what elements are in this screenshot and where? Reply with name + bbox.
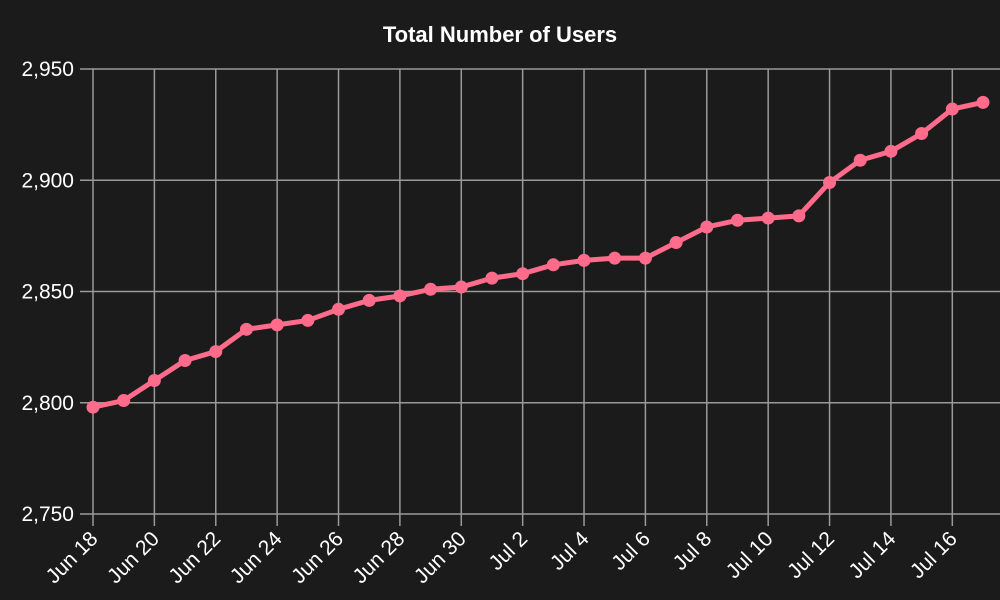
series-line <box>90 99 986 410</box>
data-point[interactable] <box>853 153 867 167</box>
data-point[interactable] <box>86 400 100 414</box>
data-point[interactable] <box>117 394 131 408</box>
chart-title: Total Number of Users <box>383 22 617 47</box>
data-point[interactable] <box>454 280 468 294</box>
x-tick-label: Jun 30 <box>410 527 471 588</box>
data-point[interactable] <box>730 213 744 227</box>
series-layer <box>86 95 990 414</box>
x-tick-label: Jul 6 <box>607 527 655 575</box>
x-axis-tick-labels: Jun 18 Jun 20 Jun 22 Jun 24 Jun 26 Jun 28 Jun … <box>42 527 962 588</box>
data-point[interactable] <box>362 293 376 307</box>
data-point[interactable] <box>485 271 499 285</box>
x-tick-label: Jun 20 <box>103 527 164 588</box>
data-point[interactable] <box>638 251 652 265</box>
data-point[interactable] <box>700 220 714 234</box>
x-tick-label: Jul 4 <box>546 527 594 575</box>
x-tick-label: Jul 8 <box>669 527 717 575</box>
data-point[interactable] <box>424 282 438 296</box>
data-point[interactable] <box>669 236 683 250</box>
horizontal-gridlines <box>80 68 1000 515</box>
data-point[interactable] <box>239 322 253 336</box>
y-tick-label: 2,850 <box>21 281 74 304</box>
data-point[interactable] <box>823 175 837 189</box>
data-point[interactable] <box>332 302 346 316</box>
x-tick-label: Jul 16 <box>906 527 962 583</box>
x-tick-label: Jul 10 <box>722 527 778 583</box>
x-tick-label: Jun 26 <box>287 527 348 588</box>
data-point[interactable] <box>884 144 898 158</box>
data-point[interactable] <box>147 374 161 387</box>
x-tick-label: Jun 28 <box>349 527 410 588</box>
data-point[interactable] <box>792 209 806 223</box>
y-tick-label: 2,950 <box>21 58 74 81</box>
data-point[interactable] <box>546 258 560 272</box>
data-point[interactable] <box>301 313 315 327</box>
x-tick-label: Jul 2 <box>485 527 533 575</box>
y-tick-label: 2,750 <box>21 503 74 526</box>
vertical-gridlines <box>92 69 954 526</box>
data-point[interactable] <box>270 318 284 332</box>
data-point[interactable] <box>178 353 192 367</box>
x-tick-label: Jul 12 <box>783 527 839 583</box>
data-point[interactable] <box>393 289 407 303</box>
data-point[interactable] <box>945 102 959 116</box>
data-point[interactable] <box>209 345 223 359</box>
data-point[interactable] <box>915 127 929 141</box>
x-tick-label: Jul 14 <box>845 527 901 583</box>
x-tick-label: Jun 24 <box>226 527 287 588</box>
x-tick-label: Jun 18 <box>42 527 103 588</box>
y-tick-label: 2,800 <box>21 392 74 415</box>
x-tick-label: Jun 22 <box>164 527 225 588</box>
data-point[interactable] <box>976 95 990 109</box>
data-point[interactable] <box>761 211 775 225</box>
y-axis-tick-labels: 2,750 2,800 2,850 2,900 2,950 <box>21 58 74 526</box>
y-tick-label: 2,900 <box>21 169 74 192</box>
data-point[interactable] <box>516 267 530 281</box>
data-point[interactable] <box>608 251 622 265</box>
data-point[interactable] <box>577 253 591 267</box>
